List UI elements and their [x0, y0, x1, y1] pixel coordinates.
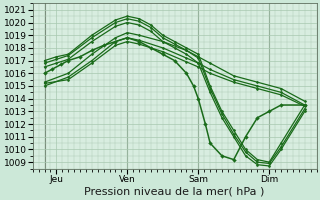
X-axis label: Pression niveau de la mer( hPa ): Pression niveau de la mer( hPa ) [84, 187, 265, 197]
